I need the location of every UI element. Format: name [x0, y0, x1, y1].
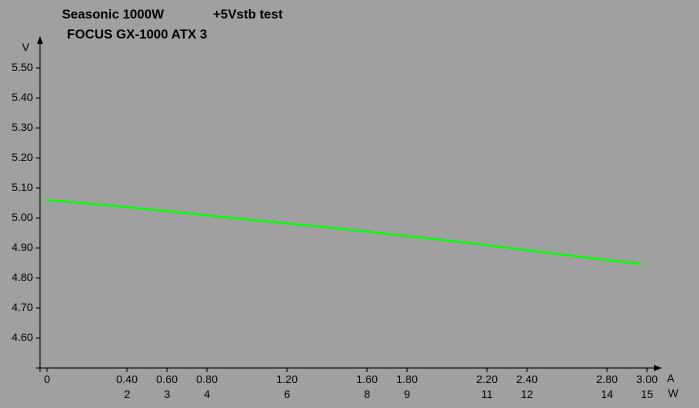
chart-subtitle: +5Vstb test	[213, 6, 283, 21]
y-tick-label: 5.10	[12, 182, 33, 194]
y-tick-label: 5.40	[12, 92, 33, 104]
x2-axis-label: W	[668, 388, 679, 400]
x-arrow	[654, 365, 662, 371]
y-tick-label: 5.00	[12, 212, 33, 224]
x2-tick-label: 2	[124, 389, 130, 401]
x-tick-label: 2.80	[596, 374, 617, 386]
x2-tick-label: 12	[521, 389, 533, 401]
y-tick-label: 5.20	[12, 152, 33, 164]
x2-tick-label: 14	[601, 389, 613, 401]
y-tick-label: 4.70	[12, 302, 33, 314]
x-axis-label: A	[667, 373, 675, 385]
y-arrow	[37, 36, 43, 44]
y-tick-label: 5.50	[12, 62, 33, 74]
y-tick-label: 4.80	[12, 272, 33, 284]
y-axis-label: V	[22, 42, 30, 54]
x-tick-label: 1.20	[276, 374, 297, 386]
y-tick-label: 4.60	[12, 332, 33, 344]
x-tick-label: 2.40	[516, 374, 537, 386]
x2-tick-label: 15	[641, 389, 653, 401]
y-tick-label: 4.90	[12, 242, 33, 254]
x-tick-label: 0.60	[156, 374, 177, 386]
x2-tick-label: 3	[164, 389, 170, 401]
x2-tick-label: 8	[364, 389, 370, 401]
x-tick-label: 0.40	[116, 374, 137, 386]
data-line	[46, 199, 642, 265]
x-tick-label: 2.20	[476, 374, 497, 386]
x-tick-label: 0.80	[196, 374, 217, 386]
chart-title: Seasonic 1000W	[62, 6, 165, 21]
x-tick-label: 0	[44, 374, 50, 386]
x2-tick-label: 9	[404, 389, 410, 401]
x-tick-label: 1.60	[356, 374, 377, 386]
x-tick-label: 3.00	[636, 374, 657, 386]
model-label: FOCUS GX-1000 ATX 3	[67, 26, 207, 41]
x-tick-label: 1.80	[396, 374, 417, 386]
y-tick-label: 5.30	[12, 122, 33, 134]
x2-tick-label: 11	[481, 389, 492, 401]
x2-tick-label: 6	[284, 389, 290, 401]
x2-tick-label: 4	[204, 389, 210, 401]
